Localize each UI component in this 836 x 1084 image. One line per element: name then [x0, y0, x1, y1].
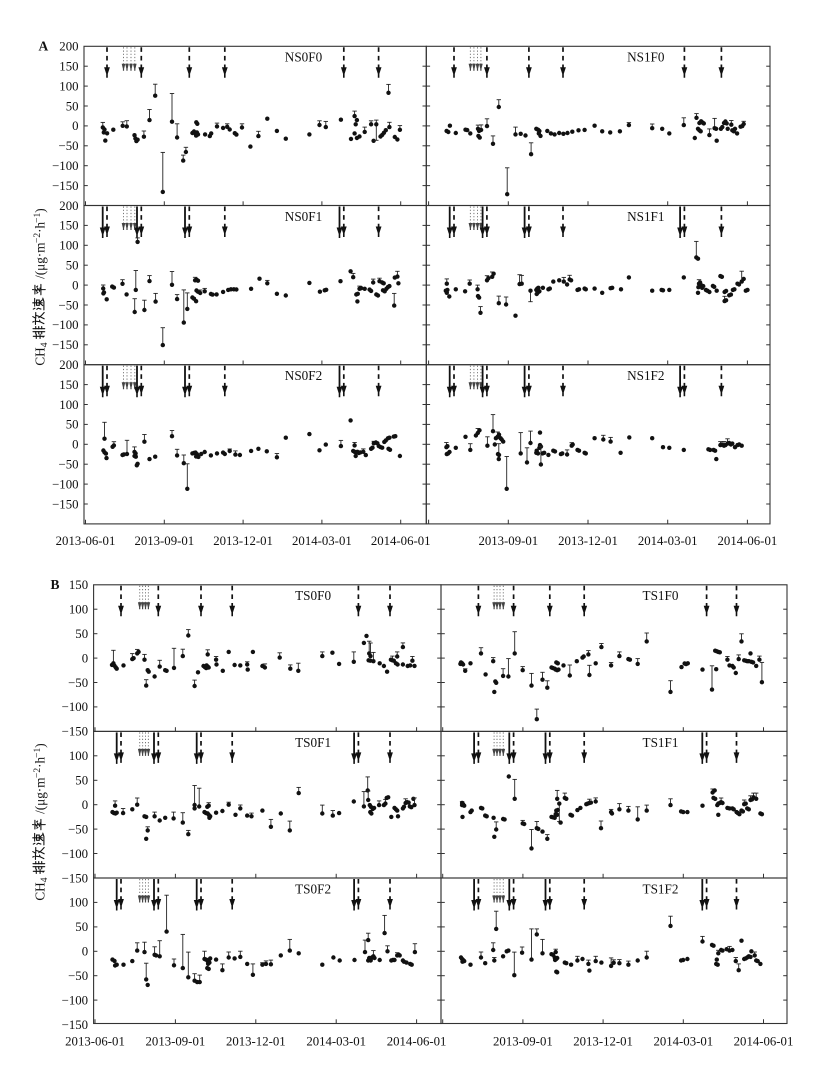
svg-text:2013-12-01: 2013-12-01: [226, 1035, 286, 1049]
svg-text:2013-12-01: 2013-12-01: [558, 534, 618, 548]
svg-text:NS0F2: NS0F2: [285, 368, 322, 383]
svg-text:100: 100: [59, 239, 78, 253]
svg-text:2013-12-01: 2013-12-01: [573, 1035, 633, 1049]
svg-text:50: 50: [66, 418, 79, 432]
svg-text:·h: ·h: [33, 756, 48, 767]
svg-text:50: 50: [66, 259, 79, 273]
svg-text:NS0F1: NS0F1: [285, 209, 322, 224]
svg-text:/(μg·m: /(μg·m: [33, 242, 48, 279]
svg-text:−100: −100: [52, 159, 78, 173]
svg-text:200: 200: [59, 358, 78, 372]
svg-text:−50: −50: [58, 298, 78, 312]
svg-text:−1: −1: [32, 213, 43, 223]
svg-text:): ): [33, 208, 48, 212]
svg-text:−150: −150: [62, 1018, 88, 1032]
svg-text:2014-03-01: 2014-03-01: [292, 534, 352, 548]
svg-text:−150: −150: [62, 871, 88, 885]
svg-text:TS0F0: TS0F0: [295, 588, 331, 603]
svg-text:−50: −50: [68, 969, 88, 983]
svg-text:TS1F2: TS1F2: [643, 881, 679, 896]
svg-text:−2: −2: [32, 233, 43, 243]
svg-text:−50: −50: [68, 676, 88, 690]
svg-text:−150: −150: [52, 179, 78, 193]
svg-text:0: 0: [72, 438, 78, 452]
svg-text:0: 0: [82, 651, 88, 665]
svg-text:TS0F1: TS0F1: [295, 735, 331, 750]
svg-text:2013-06-01: 2013-06-01: [56, 534, 116, 548]
svg-text:−100: −100: [52, 477, 78, 491]
svg-text:4: 4: [39, 877, 50, 882]
svg-text:NS1F2: NS1F2: [627, 368, 664, 383]
svg-text:0: 0: [82, 798, 88, 812]
svg-text:50: 50: [75, 920, 88, 934]
svg-text:100: 100: [59, 398, 78, 412]
svg-text:200: 200: [59, 199, 78, 213]
svg-text:−150: −150: [52, 497, 78, 511]
svg-text:2014-03-01: 2014-03-01: [638, 534, 698, 548]
svg-text:2014-06-01: 2014-06-01: [718, 534, 778, 548]
svg-text:50: 50: [75, 774, 88, 788]
svg-text:TS0F2: TS0F2: [295, 881, 331, 896]
svg-text:150: 150: [59, 378, 78, 392]
svg-text:100: 100: [69, 749, 88, 763]
svg-text:2014-06-01: 2014-06-01: [734, 1035, 794, 1049]
svg-text:NS0F0: NS0F0: [285, 50, 323, 65]
svg-text:150: 150: [59, 219, 78, 233]
svg-text:B: B: [50, 577, 59, 592]
svg-text:−50: −50: [58, 139, 78, 153]
svg-text:0: 0: [72, 119, 78, 133]
svg-text:2013-09-01: 2013-09-01: [146, 1035, 206, 1049]
svg-text:−50: −50: [68, 822, 88, 836]
svg-text:2014-06-01: 2014-06-01: [387, 1035, 447, 1049]
svg-text:−100: −100: [62, 993, 88, 1007]
svg-text:CH: CH: [33, 347, 48, 366]
svg-text:2013-09-01: 2013-09-01: [478, 534, 538, 548]
svg-text:−50: −50: [58, 458, 78, 472]
svg-text:2013-12-01: 2013-12-01: [213, 534, 273, 548]
svg-text:4: 4: [39, 342, 50, 347]
svg-text:100: 100: [59, 79, 78, 93]
svg-text:): ): [33, 743, 48, 747]
svg-text:2013-06-01: 2013-06-01: [65, 1035, 125, 1049]
svg-text:−2: −2: [32, 768, 43, 778]
svg-text:TS1F0: TS1F0: [643, 588, 679, 603]
svg-text:/(μg·m: /(μg·m: [33, 777, 48, 814]
svg-text:2014-06-01: 2014-06-01: [371, 534, 431, 548]
svg-text:·h: ·h: [33, 221, 48, 232]
svg-text:NS1F1: NS1F1: [627, 209, 664, 224]
svg-text:200: 200: [59, 40, 78, 54]
svg-text:2014-03-01: 2014-03-01: [653, 1035, 713, 1049]
svg-text:CH: CH: [33, 882, 48, 901]
svg-text:2014-03-01: 2014-03-01: [306, 1035, 366, 1049]
svg-text:−100: −100: [52, 318, 78, 332]
svg-text:50: 50: [75, 627, 88, 641]
svg-text:50: 50: [66, 99, 79, 113]
svg-text:2013-09-01: 2013-09-01: [134, 534, 194, 548]
svg-text:100: 100: [69, 603, 88, 617]
svg-text:−100: −100: [62, 847, 88, 861]
svg-text:150: 150: [69, 578, 88, 592]
svg-text:150: 150: [59, 60, 78, 74]
svg-text:0: 0: [82, 945, 88, 959]
svg-text:TS1F1: TS1F1: [643, 735, 679, 750]
svg-text:−1: −1: [32, 748, 43, 758]
svg-text:0: 0: [72, 278, 78, 292]
svg-text:NS1F0: NS1F0: [627, 50, 665, 65]
svg-text:2013-09-01: 2013-09-01: [493, 1035, 553, 1049]
svg-text:−150: −150: [52, 338, 78, 352]
svg-text:A: A: [39, 38, 49, 53]
svg-text:−150: −150: [62, 725, 88, 739]
svg-text:−100: −100: [62, 700, 88, 714]
svg-text:100: 100: [69, 896, 88, 910]
